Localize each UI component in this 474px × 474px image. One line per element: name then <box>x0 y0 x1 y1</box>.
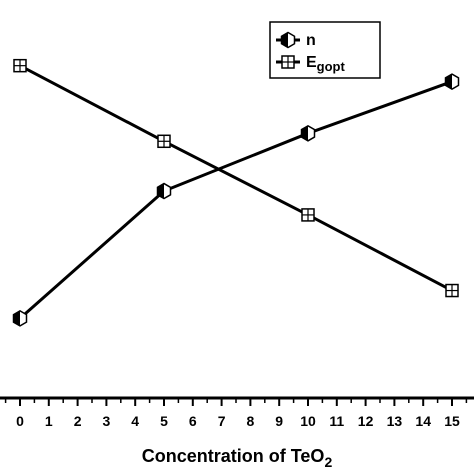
data-point-n <box>12 310 28 327</box>
legend-marker-egopt <box>281 55 295 69</box>
legend: n Egopt <box>269 21 381 79</box>
legend-marker-egopt-shape <box>281 55 295 69</box>
x-tick-label: 0 <box>16 413 24 429</box>
x-tick-label: 10 <box>300 413 316 429</box>
legend-label-egopt: Egopt <box>306 54 345 74</box>
x-tick-label: 14 <box>415 413 431 429</box>
x-tick-label: 5 <box>160 413 168 429</box>
data-point-egopt <box>445 283 459 298</box>
legend-entry-egopt: Egopt <box>276 54 345 74</box>
x-tick-label: 1 <box>45 413 53 429</box>
data-point-n <box>300 124 316 142</box>
data-point-n <box>444 73 460 90</box>
legend-label-egopt-subscript: gopt <box>317 59 346 74</box>
x-tick-label: 6 <box>189 413 197 429</box>
data-point-n <box>156 182 172 200</box>
x-tick-label: 2 <box>74 413 82 429</box>
x-axis: 01234567891011121314151 <box>0 396 474 429</box>
x-tick-label: 11 <box>329 413 344 429</box>
x-axis-label-main: Concentration of TeO <box>142 446 325 466</box>
x-tick-label: 15 <box>444 413 460 429</box>
x-tick-label: 9 <box>275 413 283 429</box>
x-tick-label: 7 <box>218 413 226 429</box>
x-tick-label: 3 <box>103 413 111 429</box>
x-tick-label: 8 <box>247 413 255 429</box>
legend-marker-n <box>280 31 296 49</box>
data-point-egopt <box>13 58 27 73</box>
legend-label-egopt-main: E <box>306 54 317 71</box>
series-group <box>12 58 460 327</box>
series-line-n <box>19 80 453 320</box>
data-point-egopt <box>301 208 315 222</box>
series-line-egopt <box>19 64 453 292</box>
x-axis-label: Concentration of TeO2 <box>142 446 333 470</box>
x-tick-label: 4 <box>131 413 139 429</box>
legend-label-n: n <box>306 32 316 49</box>
data-point-egopt <box>157 134 171 149</box>
x-axis-label-subscript: 2 <box>324 454 332 470</box>
x-tick-label: 12 <box>358 413 374 429</box>
x-tick-label: 13 <box>387 413 403 429</box>
legend-entry-n: n <box>276 31 316 49</box>
legend-marker-n-shape <box>280 31 296 49</box>
